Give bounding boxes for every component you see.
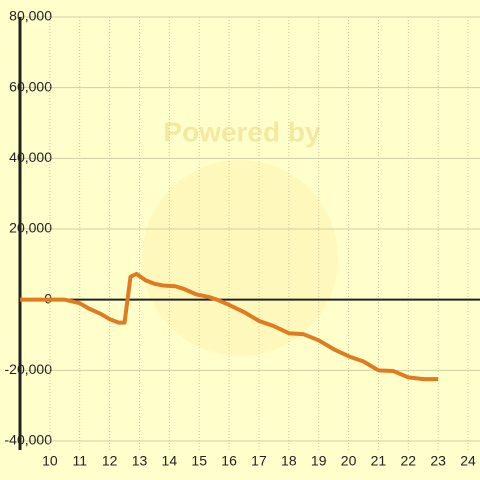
x-tick-label: 11	[72, 453, 87, 469]
x-tick-label: 15	[191, 453, 207, 469]
x-tick-label: 16	[221, 453, 237, 469]
x-tick-label: 14	[162, 453, 178, 469]
y-tick-label: -20,000	[5, 361, 53, 377]
y-tick-label: 80,000	[9, 8, 52, 24]
x-tick-label: 23	[430, 453, 446, 469]
y-tick-label: 40,000	[9, 149, 52, 165]
y-tick-label: 20,000	[9, 220, 52, 236]
x-tick-label: 24	[460, 453, 476, 469]
watermark-logo	[142, 160, 338, 356]
data-line	[20, 271, 439, 382]
x-tick-label: 21	[371, 453, 387, 469]
x-tick-label: 19	[311, 453, 327, 469]
watermark: Powered by	[163, 116, 321, 147]
y-tick-label: -40,000	[5, 432, 53, 448]
x-tick-label: 18	[281, 453, 297, 469]
x-tick-label: 17	[251, 453, 267, 469]
x-tick-label: 10	[42, 453, 58, 469]
y-tick-label: 60,000	[9, 78, 52, 94]
x-tick-label: 12	[102, 453, 118, 469]
x-tick-label: 22	[401, 453, 417, 469]
x-tick-label: 13	[132, 453, 148, 469]
x-tick-label: 20	[341, 453, 357, 469]
